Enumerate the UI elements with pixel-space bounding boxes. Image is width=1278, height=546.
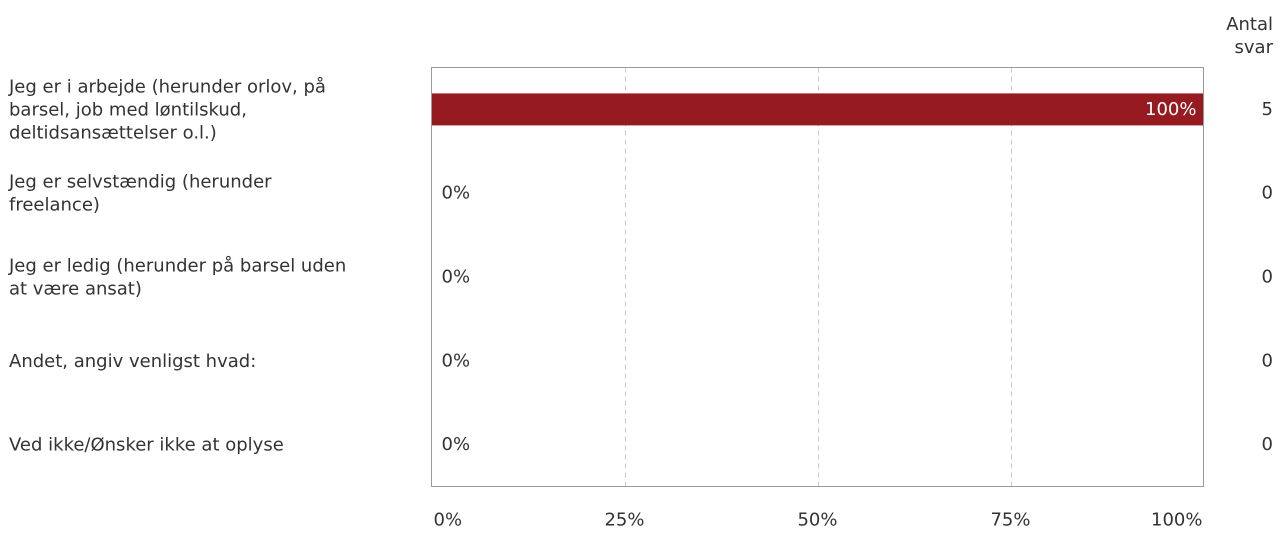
x-tick-label-1: 25%: [604, 510, 644, 531]
count-3: 0: [1262, 350, 1273, 371]
bar-0: [431, 93, 1204, 126]
x-tick-label-0: 0%: [434, 510, 463, 531]
x-tick-label-3: 75%: [990, 510, 1030, 531]
count-1: 0: [1262, 183, 1273, 204]
category-label-2-line-1: at være ansat): [9, 278, 142, 299]
count-header-line-0: Antal: [1226, 14, 1273, 35]
plot-area-frame: [431, 67, 1204, 487]
count-2: 0: [1262, 267, 1273, 288]
category-label-3: Andet, angiv venligst hvad:: [9, 350, 256, 371]
count-header: Antal svar: [1226, 14, 1273, 58]
x-tick-label-2: 50%: [797, 510, 837, 531]
category-label-1-line-0: Jeg er selvstændig (herunder: [8, 171, 272, 192]
value-label-2: 0%: [442, 267, 471, 288]
value-label-3: 0%: [442, 350, 471, 371]
gridlines: [625, 67, 1012, 487]
category-label-0-line-1: barsel, job med løntilskud,: [9, 99, 247, 120]
bars: [431, 93, 1204, 126]
x-tick-label-4: 100%: [1151, 510, 1202, 531]
count-4: 0: [1262, 434, 1273, 455]
category-label-1: Jeg er selvstændig (herunder freelance): [8, 171, 272, 215]
category-label-0-line-2: deltidsansættelser o.l.): [9, 122, 217, 143]
value-label-0: 100%: [1145, 99, 1196, 120]
labels: 100% Jeg er i arbejde (herunder orlov, på…: [8, 14, 1274, 531]
count-0: 5: [1262, 99, 1273, 120]
category-label-2: Jeg er ledig (herunder på barsel uden at …: [8, 255, 346, 299]
category-label-1-line-1: freelance): [9, 194, 100, 215]
category-label-0-line-0: Jeg er i arbejde (herunder orlov, på: [8, 76, 326, 97]
value-label-1: 0%: [442, 183, 471, 204]
category-label-4: Ved ikke/Ønsker ikke at oplyse: [9, 434, 284, 455]
category-label-3-line-0: Andet, angiv venligst hvad:: [9, 350, 256, 371]
category-label-0: Jeg er i arbejde (herunder orlov, på bars…: [8, 76, 326, 143]
category-label-2-line-0: Jeg er ledig (herunder på barsel uden: [8, 255, 346, 276]
value-label-4: 0%: [442, 434, 471, 455]
count-header-line-1: svar: [1235, 37, 1274, 58]
category-label-4-line-0: Ved ikke/Ønsker ikke at oplyse: [9, 434, 284, 455]
